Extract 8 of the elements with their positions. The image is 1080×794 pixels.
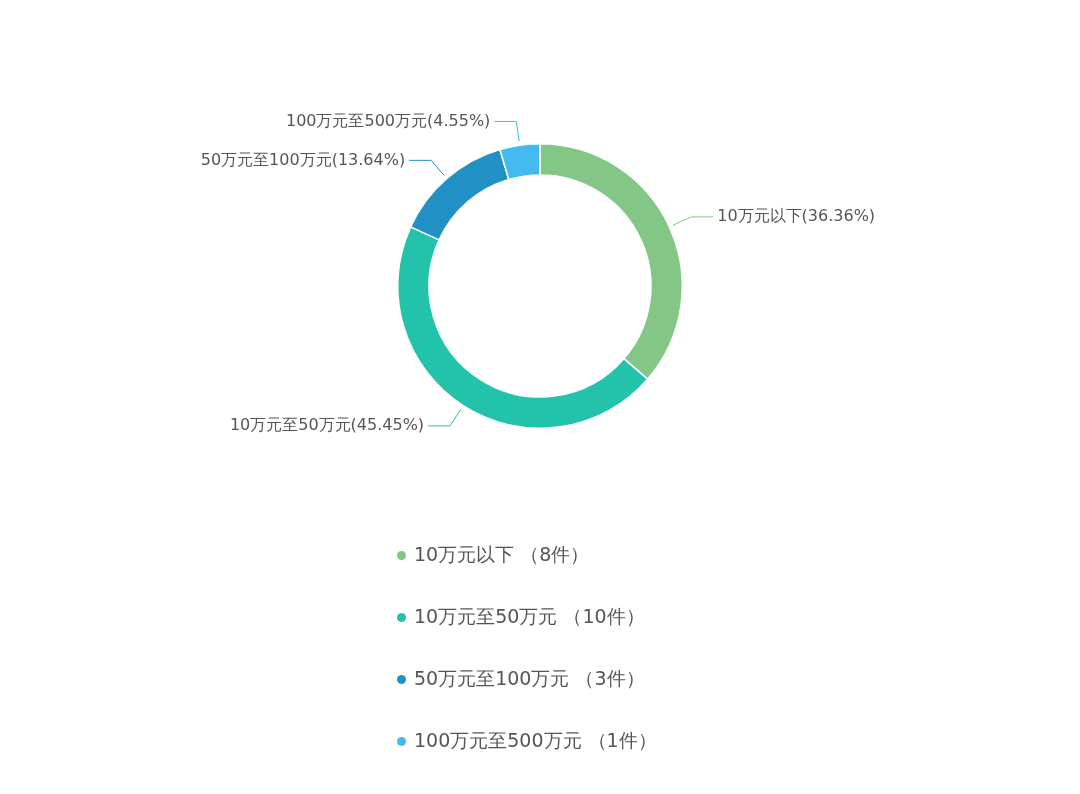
legend-label: 100万元至500万元 （1件） (414, 728, 657, 753)
text: 10万元以下(36.36%) (717, 206, 876, 226)
text: 100万元至500万元(4.55%) (285, 110, 491, 130)
text: 10万元至50万元(45.45%) (229, 415, 425, 435)
text: 50万元至100万元(13.64%) (200, 149, 406, 169)
legend-label: 10万元以下 （8件） (414, 542, 590, 567)
legend-label: 10万元至50万元 （10件） (414, 604, 645, 629)
legend-label: 50万元至100万元 （3件） (414, 666, 645, 691)
